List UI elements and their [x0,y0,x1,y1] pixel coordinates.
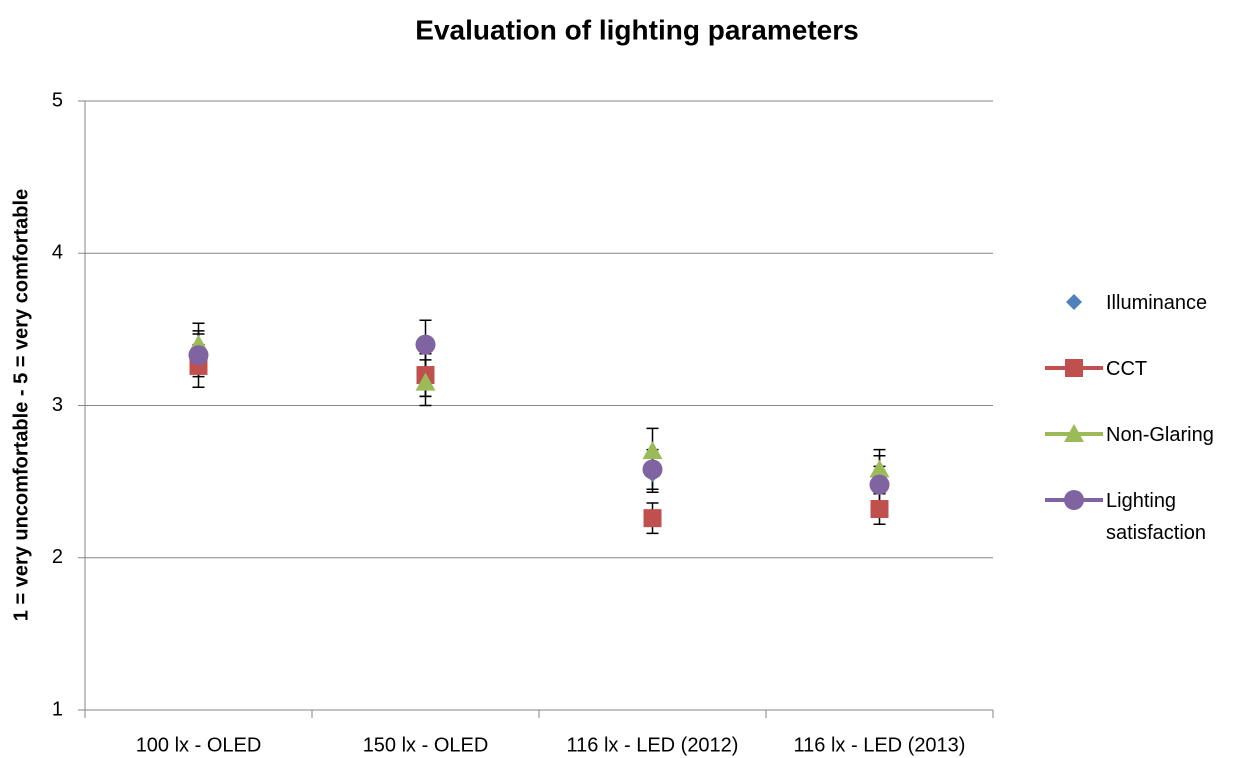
marker [1065,359,1083,377]
marker [642,441,663,460]
marker [1064,490,1084,510]
x-tick-label: 100 lx - OLED [136,734,262,756]
marker [1066,294,1082,310]
legend-label: CCT [1106,358,1148,380]
x-tick-label: 116 lx - LED (2012) [567,734,739,756]
legend-label: Non-Glaring [1106,424,1214,446]
marker [643,509,662,528]
y-tick-label: 3 [52,394,63,416]
y-tick-label: 5 [52,89,63,111]
marker [870,500,889,519]
legend-label: Lighting satisfaction [1106,490,1207,544]
legend-swatch [1045,359,1103,377]
y-axis-label: 1 = very uncomfortable - 5 = very comfor… [10,189,32,621]
y-tick-label: 2 [52,546,63,568]
x-tick-label: 116 lx - LED (2013) [794,734,966,756]
legend-item: Illuminance [1040,280,1250,346]
x-tick-label: 150 lx - OLED [363,734,489,756]
marker [188,345,209,366]
legend-swatch [1045,490,1103,510]
marker [869,474,890,495]
marker [1064,424,1084,442]
y-tick-label: 1 [52,698,63,720]
marker [869,459,890,478]
legend-item: Non-Glaring [1040,412,1250,478]
legend-label: Illuminance [1106,292,1208,314]
marker [415,372,436,391]
marker [642,459,663,480]
legend-item: CCT [1040,346,1250,412]
legend-swatch [1066,294,1082,310]
marker [415,334,436,355]
legend-swatch [1045,424,1103,442]
legend-item: Lighting satisfaction [1040,478,1250,544]
y-tick-label: 4 [52,242,63,264]
chart-title: Evaluation of lighting parameters [415,14,858,45]
legend: Illuminance CCT Non-Glaring Lighting satisf… [1040,280,1250,544]
